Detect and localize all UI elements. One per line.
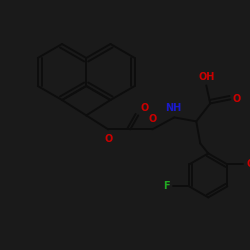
Text: NH: NH <box>165 104 181 114</box>
Text: F: F <box>164 182 170 192</box>
Text: OH: OH <box>246 160 250 170</box>
Text: O: O <box>104 134 112 144</box>
Text: O: O <box>148 114 156 124</box>
Text: O: O <box>232 94 240 104</box>
Text: O: O <box>140 104 148 114</box>
Text: OH: OH <box>198 72 214 83</box>
